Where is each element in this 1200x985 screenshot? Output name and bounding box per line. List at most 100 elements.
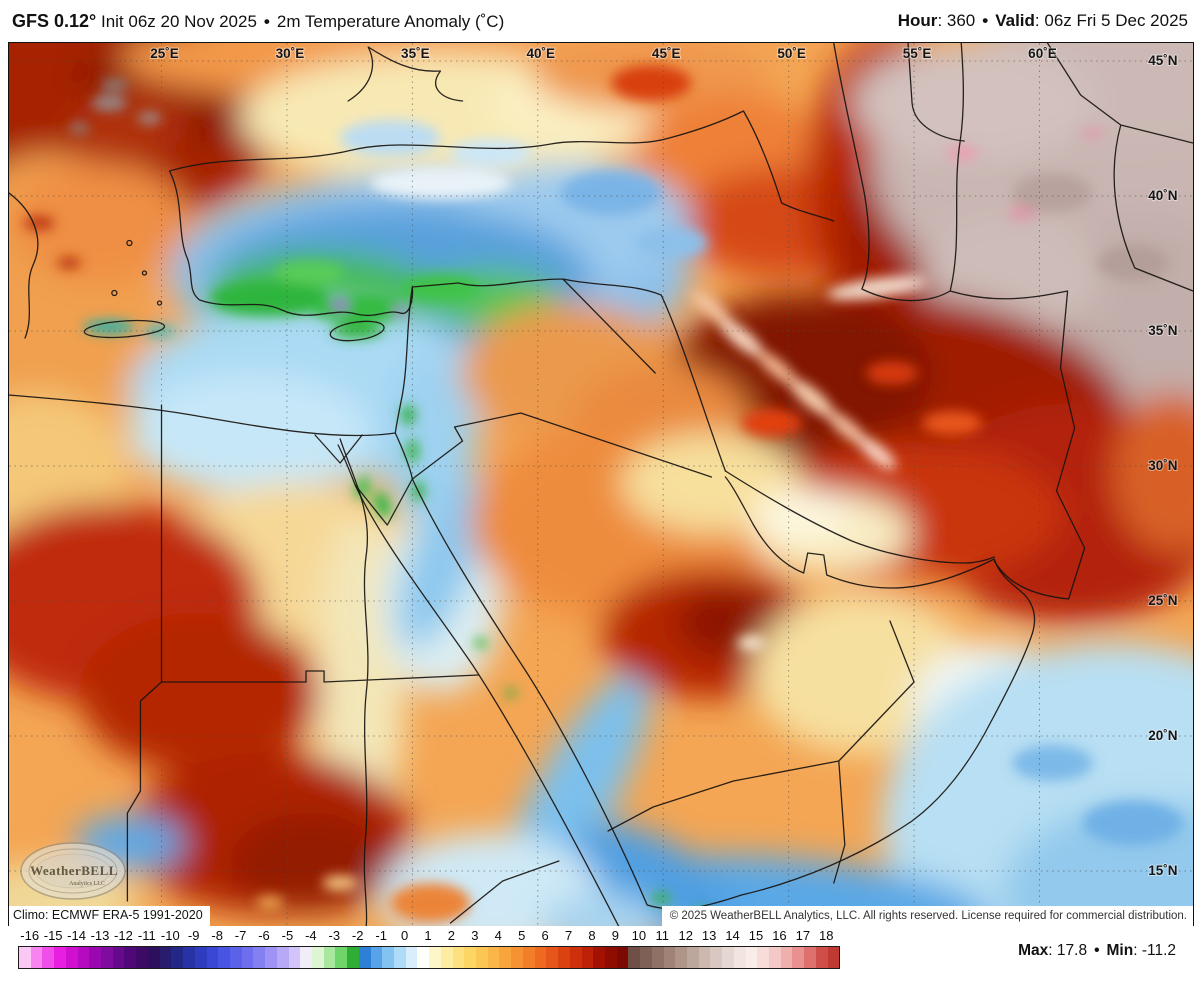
max-min-label: Max: 17.8 • Min: -11.2 <box>1018 942 1176 960</box>
longitude-label: 60˚E <box>1028 46 1057 61</box>
colorbar-cell <box>311 947 324 968</box>
longitude-label: 30˚E <box>276 46 305 61</box>
valid-label: Valid <box>995 11 1035 30</box>
bullet-separator: • <box>263 11 270 31</box>
colorbar-tick: -13 <box>90 928 110 943</box>
country-borders <box>9 43 1193 926</box>
latitude-label: 45˚N <box>1148 53 1177 68</box>
colorbar-tick: -11 <box>137 928 156 943</box>
latitude-label: 25˚N <box>1148 593 1177 608</box>
colorbar-cell <box>112 947 125 968</box>
colorbar-cell <box>147 947 160 968</box>
colorbar-tick: -3 <box>328 928 341 943</box>
colorbar-cell <box>136 947 148 968</box>
colorbar-cell <box>183 947 195 968</box>
colorbar-cell <box>229 947 242 968</box>
colorbar-cell <box>499 947 512 968</box>
colorbar-tick: -9 <box>187 928 200 943</box>
colorbar-cell <box>675 947 687 968</box>
colorbar-cell <box>276 947 289 968</box>
colorbar-cell <box>159 947 172 968</box>
colorbar-cell <box>288 947 301 968</box>
colorbar-tick: 15 <box>748 928 764 943</box>
colon: : <box>1034 11 1045 30</box>
map-canvas: 25˚E 30˚E 35˚E 40˚E 45˚E 50˚E 55˚E 60˚E 45˚N 40˚N… <box>8 42 1194 927</box>
map-svg: 25˚E 30˚E 35˚E 40˚E 45˚E 50˚E 55˚E 60˚E 45˚N 40˚N… <box>9 43 1193 926</box>
colorbar-cell <box>42 947 55 968</box>
climo-label: Climo: ECMWF ERA-5 1991-2020 <box>9 906 210 926</box>
colorbar-legend: -16 -15 -14 -13 -12 -11 -10 -9 -8 -7 -6 -5 -4 -3 -2 -1 0… <box>0 926 1200 985</box>
title-bar: GFS 0.12° Init 06z 20 Nov 2025 • 2m Temper… <box>0 0 1200 42</box>
colorbar-cell <box>452 947 465 968</box>
colorbar-cell <box>604 947 617 968</box>
colorbar-tick: -5 <box>281 928 294 943</box>
longitude-label: 50˚E <box>777 46 806 61</box>
colorbar-cell <box>640 947 652 968</box>
latitude-label: 30˚N <box>1148 458 1177 473</box>
colorbar-tick: 14 <box>725 928 740 943</box>
colorbar-cell <box>429 947 441 968</box>
colorbar-cell <box>815 947 828 968</box>
geo-labels: 25˚E 30˚E 35˚E 40˚E 45˚E 50˚E 55˚E 60˚E 45˚N 40˚N… <box>149 45 1178 879</box>
colorbar-cell <box>323 947 336 968</box>
colorbar-tick: 2 <box>447 928 456 943</box>
colorbar-cell <box>804 947 816 968</box>
colorbar-tick: -16 <box>20 928 40 943</box>
colorbar-tick: -12 <box>114 928 133 943</box>
colorbar-cell <box>663 947 676 968</box>
colorbar-tick: -14 <box>67 928 86 943</box>
colorbar-cell <box>370 947 383 968</box>
colorbar-cell <box>534 947 547 968</box>
longitude-label: 40˚E <box>526 46 555 61</box>
colorbar-cell <box>522 947 535 968</box>
colorbar-cell <box>194 947 207 968</box>
bullet-separator: • <box>1094 942 1100 959</box>
latitude-label: 35˚N <box>1148 323 1177 338</box>
colorbar-cell <box>745 947 758 968</box>
colorbar-cell <box>440 947 453 968</box>
colorbar-cell <box>77 947 90 968</box>
colorbar-cell <box>487 947 500 968</box>
colorbar-cell <box>417 947 430 968</box>
colorbar-cell <box>335 947 348 968</box>
colon: : <box>937 11 947 30</box>
colorbar-cell <box>30 947 43 968</box>
forecast-info: Hour: 360 • Valid: 06z Fri 5 Dec 2025 <box>898 11 1188 31</box>
colorbar-ticks: -16 -15 -14 -13 -12 -11 -10 -9 -8 -7 -6 -5 -4 -3 -2 -1 0… <box>18 927 838 945</box>
colorbar-cell <box>124 947 137 968</box>
crete-outline <box>83 319 166 339</box>
longitude-label: 55˚E <box>903 46 932 61</box>
colorbar-cell <box>558 947 570 968</box>
cyprus-outline <box>329 320 385 342</box>
colorbar-cell <box>722 947 734 968</box>
colorbar <box>18 946 840 969</box>
colorbar-tick: -15 <box>43 928 63 943</box>
colorbar-tick: -8 <box>211 928 223 943</box>
colorbar-cell <box>616 947 629 968</box>
colorbar-tick: 16 <box>772 928 787 943</box>
max-value: 17.8 <box>1056 942 1088 959</box>
colorbar-tick: -2 <box>351 928 364 943</box>
colorbar-tick: -7 <box>234 928 247 943</box>
max-label: Max <box>1018 942 1049 959</box>
colorbar-cell <box>698 947 711 968</box>
colorbar-tick: -6 <box>258 928 270 943</box>
model-name: GFS 0.12° <box>12 10 97 31</box>
colorbar-cell <box>651 947 664 968</box>
colorbar-cell <box>476 947 488 968</box>
min-label: Min <box>1106 942 1134 959</box>
colorbar-tick: 0 <box>400 928 409 943</box>
colorbar-tick: 17 <box>795 928 811 943</box>
latitude-label: 40˚N <box>1148 188 1177 203</box>
colorbar-tick: 18 <box>819 928 834 943</box>
colorbar-cell <box>757 947 769 968</box>
colorbar-cell <box>19 947 31 968</box>
colorbar-tick: 4 <box>494 928 502 943</box>
colorbar-cell <box>253 947 266 968</box>
latitude-label: 15˚N <box>1148 863 1177 878</box>
longitude-label: 35˚E <box>401 46 430 61</box>
colorbar-cell <box>265 947 277 968</box>
colorbar-cell <box>511 947 523 968</box>
colorbar-tick: 13 <box>701 928 717 943</box>
